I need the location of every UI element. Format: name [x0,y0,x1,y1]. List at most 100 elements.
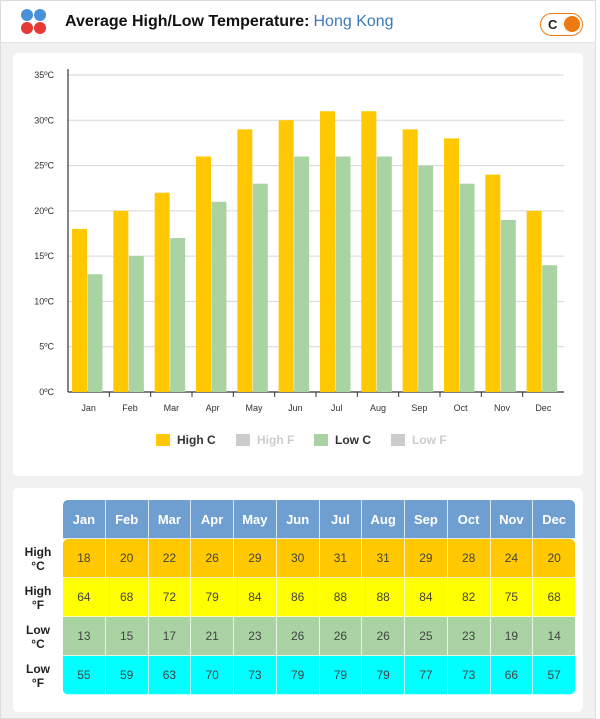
bar-low-c [128,256,144,392]
row-label-unit: °C [31,558,45,573]
bar-low-c [170,238,186,392]
table-cell: 73 [234,656,277,695]
row-label-metric: High [24,583,52,598]
legend-item-high-f[interactable]: High F [236,433,294,447]
legend-swatch [314,434,328,446]
table-cell: 72 [148,578,192,617]
table-cell: 24 [490,539,534,578]
page-title: Average High/Low Temperature: Hong Kong [65,13,394,31]
bar-high-c [402,129,418,392]
legend-swatch [391,434,405,446]
x-tick-label: Apr [206,403,220,413]
table-cell: 26 [191,539,234,578]
table-cell: 23 [447,617,491,656]
bar-low-c [542,265,558,392]
table-cell: 13 [63,617,106,656]
y-tick-label: 5ºC [39,342,54,352]
city-name[interactable]: Hong Kong [313,13,394,30]
table-row: 13 15 17 21 23 26 26 26 25 23 19 14 [63,617,575,656]
table-cell: 88 [319,578,363,617]
month-header: Apr [191,500,234,539]
month-header: Aug [362,500,405,539]
bar-high-c [154,192,170,392]
row-label: Low °C [13,617,63,656]
bar-low-c [376,156,392,392]
month-header: Jun [276,500,320,539]
table-cell: 26 [319,617,363,656]
x-tick-label: Jun [288,403,303,413]
table-cell: 31 [362,539,405,578]
table-cell: 84 [234,578,277,617]
table-row: 18 20 22 26 29 30 31 31 29 28 24 20 [63,539,575,578]
month-header: Jul [319,500,363,539]
table-cell: 18 [63,539,106,578]
bar-low-c [211,201,227,392]
month-header: Mar [148,500,192,539]
legend-label: High F [257,433,294,447]
bar-low-c [87,274,103,392]
table-cell: 75 [490,578,534,617]
table-cell: 29 [405,539,448,578]
table-cell: 17 [148,617,192,656]
y-tick-label: 35ºC [34,70,54,80]
row-label-spacer [13,500,63,539]
logo-icon [21,9,47,35]
legend-item-low-f[interactable]: Low F [391,433,447,447]
bar-high-c [278,120,294,393]
bar-low-c [500,219,516,392]
row-label-metric: High [24,544,52,559]
y-tick-label: 30ºC [34,115,54,125]
table-header-row: Jan Feb Mar Apr May Jun Jul Aug Sep Oct Nov Dec [63,500,575,539]
table-cell: 63 [148,656,192,695]
table-cell: 29 [234,539,277,578]
table-cell: 31 [319,539,363,578]
table-cell: 66 [490,656,534,695]
table-cell: 82 [447,578,491,617]
bar-low-c [335,156,351,392]
bar-high-c [237,129,253,392]
table-cell: 59 [105,656,149,695]
table-cell: 79 [319,656,363,695]
legend-item-low-c[interactable]: Low C [314,433,371,447]
x-tick-label: Nov [494,403,511,413]
table-cell: 19 [490,617,534,656]
bar-high-c [485,174,501,392]
widget-header: Average High/Low Temperature: Hong Kong C [1,1,595,43]
bar-high-c [113,210,129,392]
table-cell: 79 [276,656,320,695]
table-cell: 25 [405,617,448,656]
table-cell: 23 [234,617,277,656]
x-tick-label: Mar [164,403,180,413]
table-cell: 21 [191,617,234,656]
temperature-bar-chart: 0ºC 5ºC 10ºC 15ºC 20ºC 25ºC 30ºC 35ºC Jan Feb Mar A… [34,69,564,447]
month-header: Dec [533,500,575,539]
table-cell: 15 [105,617,149,656]
bar-high-c [72,228,87,392]
legend-swatch [236,434,250,446]
month-header: Oct [447,500,491,539]
bar-low-c [459,183,475,392]
table-cell: 73 [447,656,491,695]
table-cell: 68 [533,578,575,617]
x-tick-label: Jul [331,403,343,413]
toggle-knob-icon [564,16,580,32]
table-cell: 86 [276,578,320,617]
legend-label: Low F [412,433,447,447]
legend-label: High C [177,433,216,447]
y-tick-label: 20ºC [34,206,54,216]
unit-toggle[interactable]: C [540,13,583,36]
table-cell: 20 [105,539,149,578]
table-row: 64 68 72 79 84 86 88 88 84 82 75 68 [63,578,575,617]
month-header: Sep [405,500,448,539]
table-card: High °C High °F Low °C Low °F Jan Feb Mar Apr May Ju… [13,488,583,712]
table-cell: 26 [276,617,320,656]
legend-label: Low C [335,433,371,447]
month-header: Feb [105,500,149,539]
table-cell: 57 [533,656,575,695]
table-cell: 20 [533,539,575,578]
legend-item-high-c[interactable]: High C [156,433,216,447]
row-label: Low °F [13,656,63,695]
table-cell: 55 [63,656,106,695]
bar-high-c [444,138,459,392]
row-labels: High °C High °F Low °C Low °F [13,500,63,695]
